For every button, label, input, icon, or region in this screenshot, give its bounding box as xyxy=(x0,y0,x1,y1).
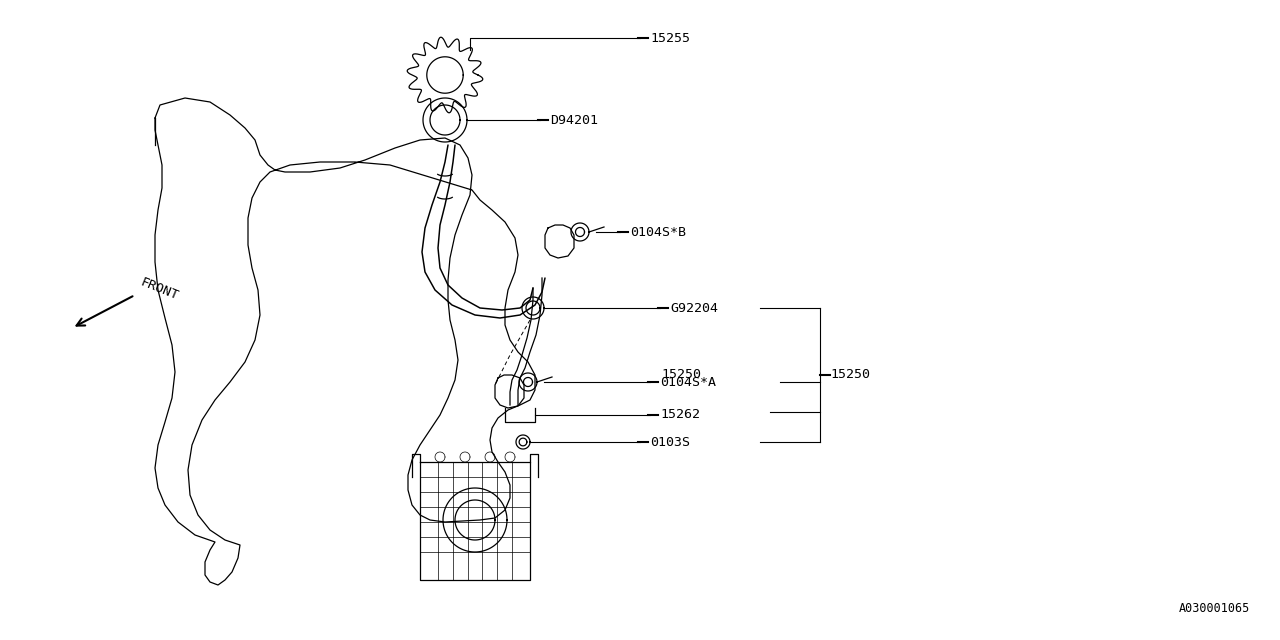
Text: 15262: 15262 xyxy=(660,408,700,422)
Text: FRONT: FRONT xyxy=(138,276,180,303)
Text: 0104S*B: 0104S*B xyxy=(630,225,686,239)
Text: 15255: 15255 xyxy=(650,31,690,45)
Text: G92204: G92204 xyxy=(669,301,718,314)
Text: 0104S*A: 0104S*A xyxy=(660,376,716,388)
Text: 15250: 15250 xyxy=(660,369,701,381)
Text: A030001065: A030001065 xyxy=(1179,602,1251,615)
Text: 0103S: 0103S xyxy=(650,435,690,449)
Text: 15250: 15250 xyxy=(829,369,870,381)
Text: D94201: D94201 xyxy=(550,113,598,127)
